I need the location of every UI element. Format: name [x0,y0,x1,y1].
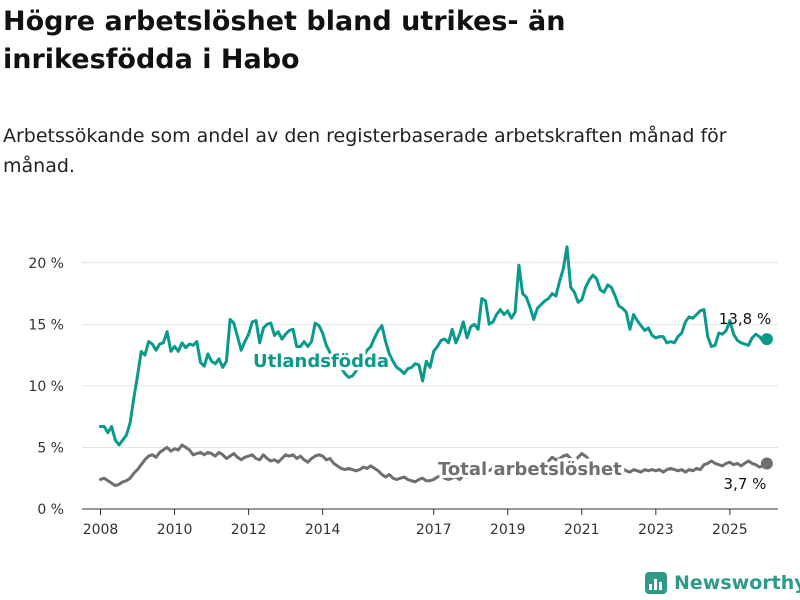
x-tick-label: 2014 [305,522,341,538]
series-lines [99,245,773,488]
series-end-label-1: 3,7 % [724,475,767,493]
brand-name: Newsworthy [674,572,800,594]
x-tick-label: 2008 [83,522,119,538]
newsworthy-brand: Newsworthy [645,568,800,598]
x-tick-label: 2010 [157,522,193,538]
chart-title: Högre arbetslöshet bland utrikes- än inr… [3,6,566,75]
y-tick-label: 0 % [37,502,64,518]
y-tick-label: 10 % [28,379,64,395]
series-end-point-1 [760,457,773,470]
newsworthy-logo-icon [645,572,667,594]
y-tick-label: 15 % [28,317,64,333]
series-name-label-0: Utlandsfödda [253,351,389,372]
x-tick-label: 2012 [231,522,267,538]
series-name-label-1: Total arbetslöshet [438,459,622,480]
series-end-point-0 [760,333,773,346]
x-axis: 2008 2010 2012 2014 2017 2019 2021 2023 2025 [82,508,778,538]
y-tick-label: 5 % [37,440,64,456]
x-tick-label: 2019 [490,522,526,538]
x-tick-label: 2021 [564,522,600,538]
y-axis-labels: 0 % 5 % 10 % 15 % 20 % [28,256,64,518]
chart-subtitle: Arbetssökande som andel av den registerb… [3,125,727,177]
series-line-0 [99,245,769,447]
series-end-label-0: 13,8 % [719,310,771,328]
x-tick-label: 2017 [416,522,452,538]
series-line-1 [99,443,769,488]
x-tick-label: 2023 [638,522,674,538]
series-labels: 13,8 % Utlandsfödda 3,7 % Total arbetslöshe… [250,310,771,493]
y-tick-label: 20 % [28,256,64,272]
gridlines [82,262,778,448]
x-tick-label: 2025 [712,522,748,538]
